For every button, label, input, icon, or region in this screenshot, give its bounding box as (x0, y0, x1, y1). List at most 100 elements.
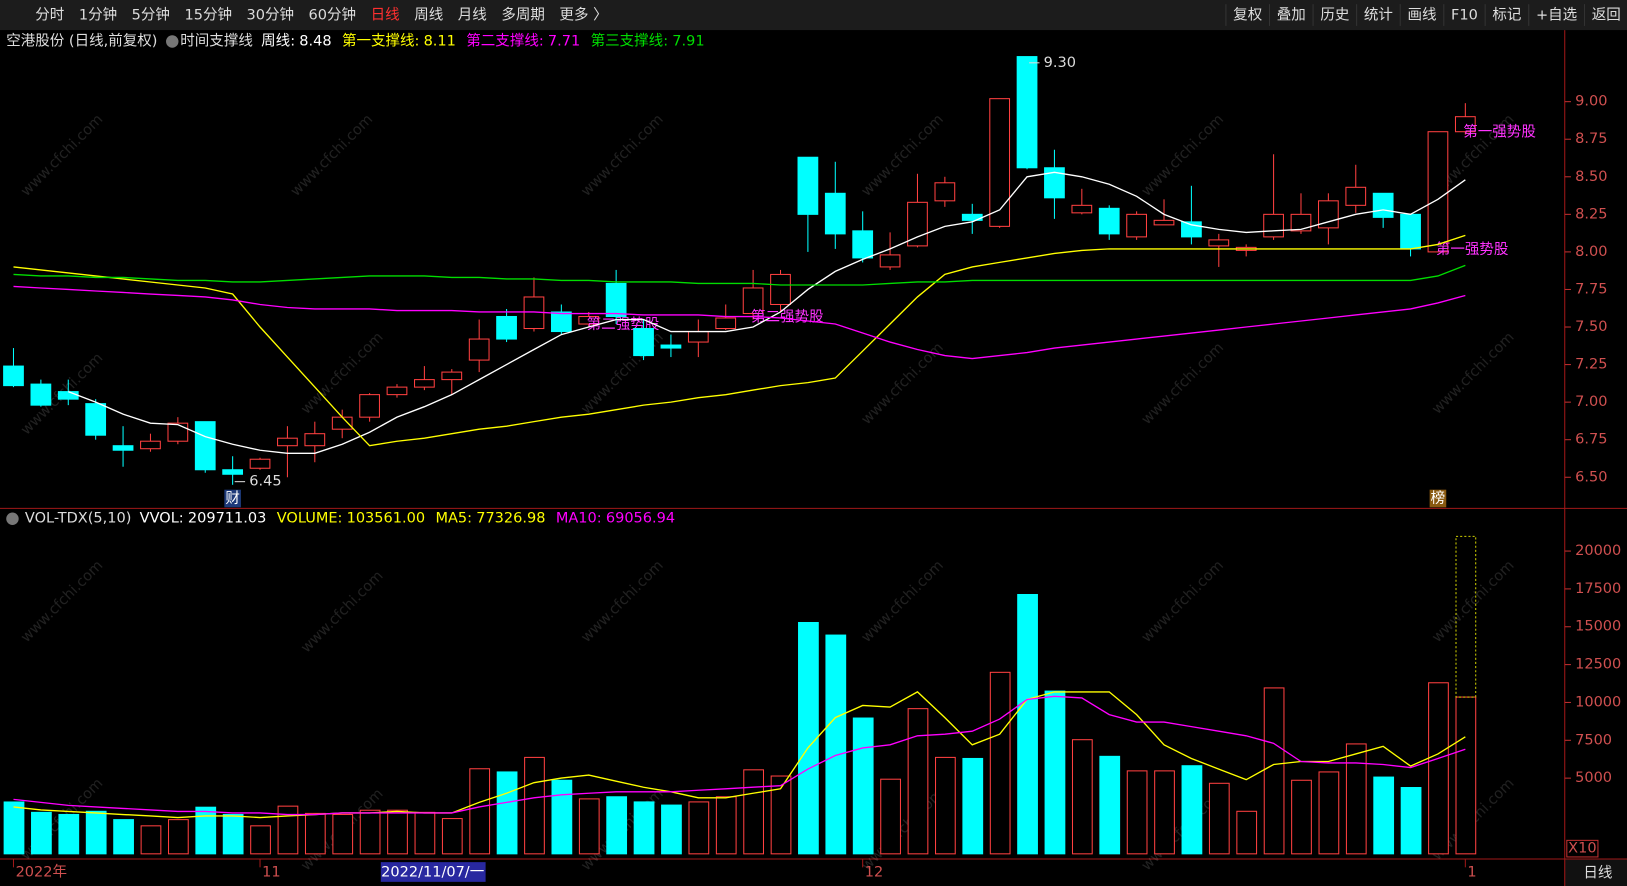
tab[interactable]: 分时 (35, 7, 64, 24)
legend-text: VOL-TDX(5,10) (25, 511, 131, 527)
footer: 日线 (1583, 865, 1612, 882)
volume-bar (1428, 682, 1449, 855)
legend-text: 209711.03 (188, 511, 267, 527)
line (13, 691, 1466, 819)
unit-box (1566, 839, 1599, 858)
candle-body (249, 458, 271, 469)
cursor-date: 2022/11/07/一 (381, 865, 484, 881)
candle-body (879, 254, 901, 268)
volume-bar (1126, 770, 1148, 855)
candle-body (331, 416, 353, 430)
tab[interactable]: 多周期 (501, 7, 545, 24)
volume-bar (1181, 765, 1203, 855)
x-tick-label: 12 (865, 865, 883, 881)
volume-bar (907, 708, 929, 855)
candle-body (742, 287, 764, 315)
candle-body (1071, 204, 1093, 214)
tab[interactable]: 月线 (458, 7, 487, 24)
legend-text: 空港股份 (日线,前复权) (6, 31, 157, 49)
legend-text: 8.48 (299, 33, 331, 49)
toolbar-button[interactable]: 历史 (1320, 7, 1349, 24)
y-tick-label: 6.75 (1575, 432, 1607, 448)
volume-bar (880, 778, 901, 855)
candle-body (441, 371, 463, 381)
volume-bar (1208, 782, 1230, 855)
toolbar-button[interactable]: 标记 (1492, 7, 1521, 24)
candle-body (797, 156, 819, 215)
toolbar-button[interactable]: 返回 (1592, 7, 1621, 24)
candle-body (277, 437, 298, 447)
volume-bar (1373, 776, 1395, 855)
y-tick-label: 10000 (1575, 694, 1621, 710)
max-label: 9.30 (1044, 55, 1076, 71)
line (68, 171, 1466, 454)
legend-text: 周线: (261, 32, 295, 49)
candle-body (934, 182, 956, 202)
candle-body (140, 440, 161, 450)
volume-bar (1154, 770, 1175, 855)
icon (6, 512, 19, 525)
volume-bar (1400, 787, 1422, 855)
volume-bar (195, 806, 217, 855)
volume-bar (1263, 687, 1285, 855)
legend-text: 103561.00 (347, 511, 426, 527)
candle-body (112, 445, 134, 451)
badge: 财 (225, 490, 240, 507)
y-tick-label: 6.50 (1575, 469, 1607, 485)
toolbar-button[interactable]: 统计 (1364, 7, 1393, 24)
candle-body (57, 391, 79, 400)
footer-box (1564, 859, 1627, 886)
legend-text: 第三支撑线: (591, 31, 668, 49)
candle-body (3, 365, 24, 387)
volume-bar (140, 825, 162, 855)
volume-bar (962, 757, 984, 855)
candle-body (85, 403, 107, 436)
y-tick-label: 15000 (1575, 619, 1621, 635)
tab[interactable]: 更多 〉 (559, 7, 607, 24)
x-tick-label: 1 (1467, 865, 1476, 881)
toolbar-button[interactable]: 画线 (1407, 7, 1436, 24)
candle-body (1153, 219, 1175, 226)
volume-bar (31, 811, 52, 855)
volume-bar (661, 804, 682, 855)
candle-body (1345, 186, 1367, 206)
y-tick-label: 8.75 (1575, 131, 1607, 147)
tab[interactable]: 60分钟 (309, 7, 357, 24)
candle-body (222, 469, 244, 475)
candle-body (1454, 116, 1476, 133)
legend-text: MA5: (435, 511, 472, 527)
candle-body (359, 394, 380, 418)
y-tick-label: 7.50 (1575, 319, 1607, 335)
candle-body (1427, 131, 1449, 253)
toolbar-button[interactable]: F10 (1451, 8, 1478, 24)
candle-body (770, 273, 791, 306)
icon (166, 35, 179, 48)
volume-bar (58, 813, 80, 855)
tab[interactable]: 15分钟 (184, 7, 232, 24)
candle-body (468, 338, 490, 361)
volume-bar (825, 634, 847, 855)
tab[interactable]: 5分钟 (132, 7, 170, 24)
volume-bar (578, 798, 600, 855)
tab[interactable]: 日线 (371, 7, 400, 24)
y-tick-label: 9.00 (1575, 94, 1607, 110)
volume-bar (770, 775, 792, 855)
toolbar-button[interactable]: 叠加 (1277, 7, 1306, 24)
tab[interactable]: 1分钟 (79, 7, 117, 24)
legend-text: 7.71 (548, 33, 580, 49)
y-tick-label: 12500 (1575, 657, 1621, 673)
candle-body (386, 386, 408, 396)
volume-bar (1236, 810, 1258, 855)
candle-body (304, 433, 326, 447)
candle-body (605, 282, 627, 318)
badge-box (1429, 489, 1447, 508)
tab[interactable]: 周线 (414, 7, 443, 24)
y-tick-label: 8.25 (1575, 206, 1607, 222)
volume-bar (1099, 755, 1121, 855)
toolbar-button[interactable]: 复权 (1233, 6, 1263, 24)
candle-body (496, 315, 517, 340)
tab[interactable]: 30分钟 (247, 7, 295, 24)
toolbar-button[interactable]: +自选 (1536, 7, 1578, 24)
